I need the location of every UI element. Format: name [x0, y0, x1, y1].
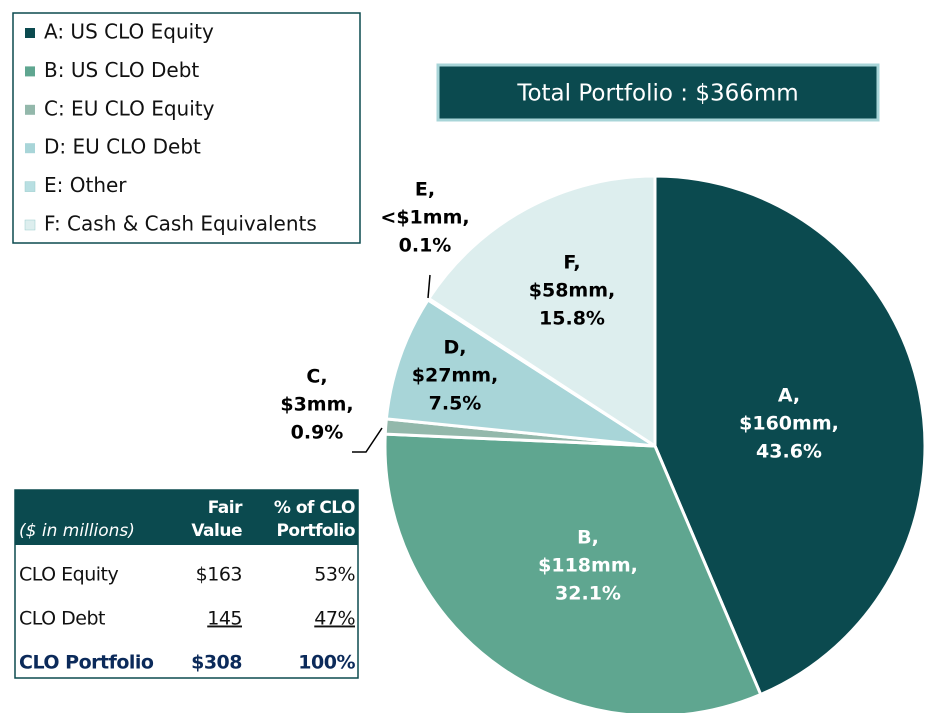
- table-header-cell: Fair: [208, 498, 243, 518]
- table-header-cell: Portfolio: [276, 521, 355, 541]
- legend-swatch: [24, 219, 36, 231]
- legend-swatch: [25, 66, 35, 77]
- table-cell: 145: [207, 608, 242, 630]
- slice-percent: 0.9%: [291, 422, 344, 444]
- title-box: [436, 63, 880, 122]
- table-cell: CLO Portfolio: [19, 652, 154, 674]
- slice-amount: $118mm,: [538, 555, 638, 577]
- slice-amount: <$1mm,: [380, 207, 469, 229]
- slice-label: D,: [444, 337, 467, 359]
- legend-swatch: [25, 143, 35, 154]
- legend-label: E: Other: [44, 173, 127, 197]
- legend-swatch: [25, 104, 35, 115]
- slice-percent: 32.1%: [555, 583, 621, 605]
- slice-percent: 7.5%: [429, 393, 482, 415]
- pie-slice: [426, 174, 657, 449]
- leader-line: [427, 274, 431, 299]
- legend-label: F: Cash & Cash Equivalents: [44, 212, 317, 236]
- table-header-cell: ($ in millions): [19, 521, 135, 541]
- slice-percent: 0.1%: [399, 235, 452, 257]
- table-header-cell: Value: [191, 521, 242, 541]
- pie-slice: [384, 297, 656, 448]
- slice-label: A,: [778, 385, 800, 407]
- slice-label: C,: [306, 366, 327, 388]
- legend-swatch: [24, 181, 36, 192]
- slice-label: E,: [415, 179, 435, 201]
- slice-amount: $160mm,: [739, 413, 839, 435]
- pie-slice: [383, 432, 763, 713]
- legend-label: A: US CLO Equity: [44, 20, 214, 44]
- chart-title: Total Portfolio : $366mm: [516, 81, 798, 107]
- slice-label: F,: [563, 252, 580, 274]
- table-cell: $163: [196, 564, 242, 586]
- table-header-cell: % of CLO: [274, 498, 355, 518]
- legend-box: [12, 12, 361, 244]
- slice-amount: $3mm,: [280, 394, 353, 416]
- legend-label: D: EU CLO Debt: [44, 135, 201, 159]
- slice-label: B,: [577, 527, 599, 549]
- table-cell: 47%: [314, 608, 355, 630]
- pie-slice: [653, 174, 926, 697]
- legend-label: B: US CLO Debt: [44, 58, 199, 82]
- slice-amount: $58mm,: [529, 280, 615, 302]
- slice-percent: 43.6%: [756, 441, 822, 463]
- table-box: [14, 489, 359, 679]
- legend-label: C: EU CLO Equity: [44, 96, 215, 120]
- slice-percent: 15.8%: [539, 308, 605, 330]
- leader-line: [352, 427, 383, 453]
- table-cell: 53%: [314, 564, 355, 586]
- table-header: [15, 490, 358, 545]
- table-cell: CLO Debt: [19, 608, 105, 630]
- legend-swatch: [25, 28, 35, 38]
- table-cell: 100%: [298, 652, 355, 674]
- slice-amount: $27mm,: [412, 365, 498, 387]
- table-cell: CLO Equity: [19, 564, 119, 586]
- table-cell: $308: [191, 652, 242, 674]
